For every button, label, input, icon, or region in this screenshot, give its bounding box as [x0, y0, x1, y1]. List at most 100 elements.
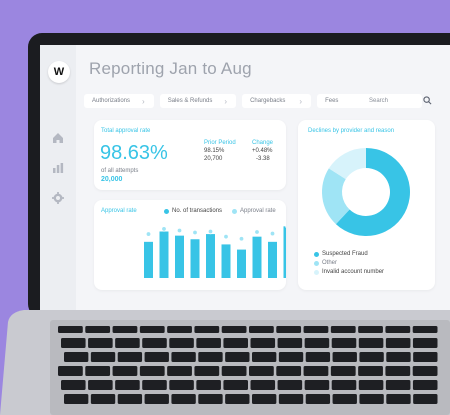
kpi-title: Total approval rate — [101, 128, 151, 134]
sidebar: W — [40, 45, 76, 310]
keyboard-key — [223, 380, 248, 390]
chevron-right-icon: › — [142, 96, 145, 106]
laptop-keyboard — [0, 310, 450, 415]
crumb-label: Chargebacks — [250, 98, 286, 104]
search-icon[interactable] — [423, 96, 432, 105]
rate-point — [145, 231, 152, 237]
bar — [175, 235, 184, 278]
rate-point — [269, 230, 276, 237]
keyboard-key — [385, 326, 411, 333]
keyboard-key — [386, 352, 411, 362]
legend-dot-other — [314, 261, 319, 266]
kpi-value: 98.63% — [100, 142, 168, 164]
bar — [190, 239, 200, 278]
keyboard-key — [112, 326, 138, 333]
approval-bar-chart — [144, 224, 286, 278]
keyboard-key — [250, 380, 276, 390]
legend-other: Other — [322, 260, 338, 266]
keyboard-key — [413, 352, 438, 362]
rate-point — [161, 226, 167, 232]
keyboard-key — [85, 366, 111, 376]
keyboard-key — [169, 380, 194, 390]
keyboard-key — [413, 394, 438, 404]
app-window: W Reporting Jan to Aug Authorizations › S… — [40, 45, 450, 310]
keyboard-key — [252, 352, 277, 362]
keyboard-key — [221, 326, 247, 333]
keyboard-key — [85, 326, 111, 333]
bar — [268, 241, 277, 278]
keyboard-key — [198, 394, 223, 404]
keyboard-key — [198, 352, 223, 362]
keyboard-key — [90, 394, 116, 404]
declines-donut-chart — [322, 148, 410, 236]
keyboard-key — [167, 366, 192, 376]
chevron-right-icon: › — [299, 96, 303, 106]
keyboard-key — [88, 380, 113, 390]
legend-dot-transactions — [164, 209, 169, 214]
keyboard-key — [412, 380, 438, 390]
keyboard-key — [331, 338, 357, 348]
approval-rate-card: Approval rate No. of transactions Approv… — [94, 200, 286, 290]
crumb-label: Authorizations — [92, 98, 131, 104]
keyboard-key — [117, 394, 143, 404]
bar — [283, 226, 286, 278]
crumb-chargebacks[interactable]: Chargebacks › — [242, 94, 312, 108]
keyboard-key — [225, 394, 250, 404]
bar — [159, 231, 169, 278]
legend-transactions: No. of transactions — [172, 208, 223, 214]
keyboard-key — [61, 380, 86, 390]
gear-icon[interactable] — [51, 191, 65, 205]
prior-period-pct: 98.15% — [204, 148, 225, 154]
keyboard-key — [225, 352, 250, 362]
keyboard-key — [412, 326, 438, 333]
approval-kpi-card: Total approval rate 98.63% of all attemp… — [94, 120, 286, 190]
keyboard-key — [277, 338, 303, 348]
keyboard-key — [250, 338, 276, 348]
home-icon[interactable] — [51, 131, 65, 145]
crumb-authorizations[interactable]: Authorizations › — [84, 94, 154, 108]
keyboard-key — [88, 338, 113, 348]
rate-point — [176, 227, 183, 234]
keyboard-key — [196, 380, 221, 390]
prior-period-count: 20,700 — [204, 156, 223, 162]
keyboard-key — [115, 338, 140, 348]
keyboard-key — [276, 326, 302, 333]
keyboard-key — [171, 394, 196, 404]
search-input[interactable]: Search — [364, 94, 422, 108]
keyboard-key — [358, 338, 384, 348]
change-count: -3.38 — [256, 156, 270, 162]
keyboard-key — [385, 338, 411, 348]
app-logo[interactable]: W — [48, 61, 70, 83]
keyboard-key — [196, 338, 221, 348]
bar-chart-icon[interactable] — [51, 161, 65, 175]
keyboard-key — [117, 352, 143, 362]
keyboard-key — [332, 352, 357, 362]
keyboard-key — [167, 326, 192, 333]
keyboard-key — [249, 366, 274, 376]
keyboard-key — [277, 380, 303, 390]
legend-rate: Approval rate — [240, 208, 276, 214]
approval-chart-title: Approval rate — [101, 208, 137, 214]
keyboard-key — [332, 394, 357, 404]
keyboard-key — [358, 326, 383, 333]
keyboard-key — [221, 366, 247, 376]
keyboard-key — [142, 380, 167, 390]
crumb-sales-refunds[interactable]: Sales & Refunds › — [159, 94, 237, 108]
keyboard-key — [386, 394, 411, 404]
keyboard-key — [144, 394, 169, 404]
keyboard-key — [303, 326, 329, 333]
keyboard-key — [330, 366, 356, 376]
keyboard-key — [61, 338, 86, 348]
page-title: Reporting Jan to Aug — [89, 59, 252, 78]
keyboard-key — [276, 366, 302, 376]
keyboard-key — [304, 338, 330, 348]
keyboard-key — [303, 366, 329, 376]
keyboard-key — [144, 352, 169, 362]
keyboard-key — [64, 352, 89, 362]
kpi-sub-label: of all attempts — [101, 168, 139, 174]
legend-dot-rate — [232, 209, 237, 214]
keyboard-key — [278, 394, 304, 404]
keyboard-key — [142, 338, 167, 348]
keyboard-key — [330, 326, 356, 333]
keyboard-key — [64, 394, 89, 404]
